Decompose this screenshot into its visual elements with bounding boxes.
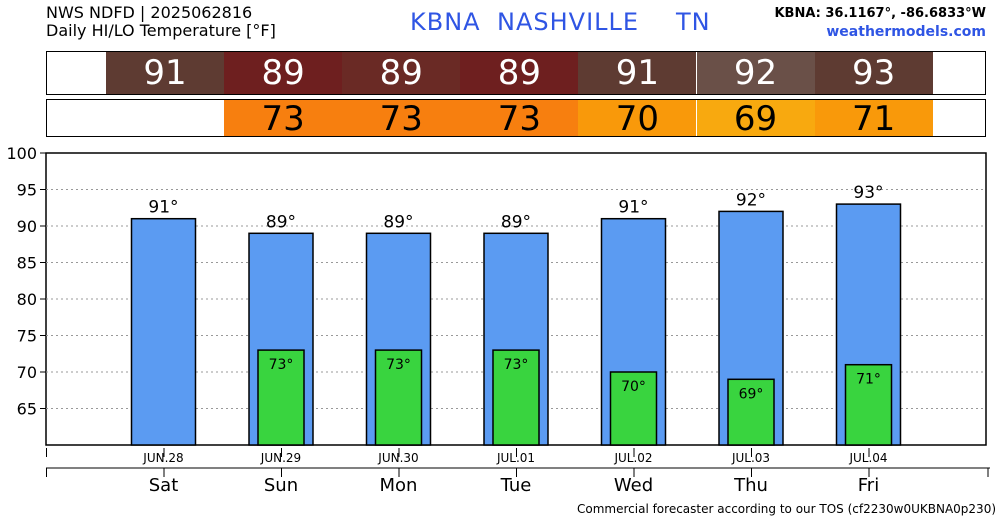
station-coordinates: KBNA: 36.1167°, -86.6833°W (774, 6, 986, 21)
low-bar-label: 73° (386, 357, 411, 373)
x-weekday-label: Tue (500, 475, 532, 496)
high-bar (130, 217, 197, 446)
low-bar (727, 378, 775, 446)
low-bar-label: 73° (504, 357, 529, 373)
x-date-label: JUL.03 (731, 451, 770, 465)
low-bar (844, 363, 893, 446)
high-strip-cell: 89 (460, 52, 579, 94)
x-weekday-label: Thu (733, 475, 768, 496)
low-bar-label: 73° (269, 357, 294, 373)
low-bar (492, 349, 540, 446)
x-date-label: JUL.01 (496, 451, 535, 465)
high-strip-cell: 91 (106, 52, 225, 94)
footer-note: Commercial forecaster according to our T… (577, 502, 997, 516)
x-date-label: JUL.04 (848, 451, 887, 465)
high-strip-cell: 89 (224, 52, 343, 94)
station-name: NASHVILLE (497, 8, 640, 36)
station-state: TN (676, 8, 711, 36)
low-strip-cell: 73 (342, 100, 461, 138)
low-strip-cell: 69 (696, 100, 815, 138)
high-bar-label: 89° (266, 212, 296, 232)
x-weekday-label: Sat (149, 475, 179, 496)
chart-subtitle: Daily HI/LO Temperature [°F] (46, 21, 276, 40)
low-bar (374, 349, 423, 446)
x-date-label: JUN.29 (260, 451, 301, 465)
x-weekday-label: Sun (264, 475, 298, 496)
x-weekday-label: Wed (614, 475, 653, 496)
high-strip-cell: 93 (814, 52, 933, 94)
site-link[interactable]: weathermodels.com (826, 24, 986, 40)
station-id: KBNA (410, 8, 481, 36)
high-bar-label: 93° (853, 183, 883, 203)
y-tick-label: 75 (17, 327, 37, 346)
low-strip-cell: 73 (460, 100, 579, 138)
high-strip-cell: 89 (342, 52, 461, 94)
x-weekday-label: Mon (380, 475, 418, 496)
high-bar-label: 91° (148, 198, 178, 218)
low-temperature-strip: 73 73 73 70 69 71 (46, 99, 986, 138)
y-tick-label: 70 (17, 363, 37, 382)
y-tick-label: 90 (17, 217, 37, 236)
low-strip-cell: 73 (224, 100, 343, 138)
x-date-label: JUL.02 (613, 451, 652, 465)
x-date-label: JUN.28 (142, 451, 183, 465)
y-tick-label: 100 (6, 144, 37, 163)
low-bar-label: 69° (739, 386, 764, 402)
low-bar (609, 371, 658, 446)
chart-title: NWS NDFD | 2025062816 (46, 3, 253, 22)
low-bar-label: 70° (621, 379, 646, 395)
y-tick-label: 80 (17, 290, 37, 309)
low-bar (257, 349, 305, 446)
high-bar-label: 92° (736, 190, 766, 210)
x-weekday-label: Fri (858, 475, 879, 496)
high-strip-cell: 92 (696, 52, 815, 94)
high-strip-cell: 91 (578, 52, 697, 94)
low-strip-cell: 70 (578, 100, 697, 138)
high-bar-label: 89° (383, 212, 413, 232)
high-bar-label: 91° (618, 198, 648, 218)
low-strip-cell: 71 (814, 100, 933, 138)
high-bar-label: 89° (501, 212, 531, 232)
high-temperature-strip: 91 89 89 89 91 92 93 (46, 51, 986, 95)
low-bar-label: 71° (856, 372, 881, 388)
y-tick-label: 85 (17, 254, 37, 273)
x-date-label: JUN.30 (377, 451, 418, 465)
y-tick-label: 65 (17, 400, 37, 419)
y-tick-label: 95 (17, 181, 37, 200)
temperature-chart: 100 95 90 85 80 75 70 65 91° 89° 73° 89° 73° 89° 73° 91… (6, 144, 990, 496)
